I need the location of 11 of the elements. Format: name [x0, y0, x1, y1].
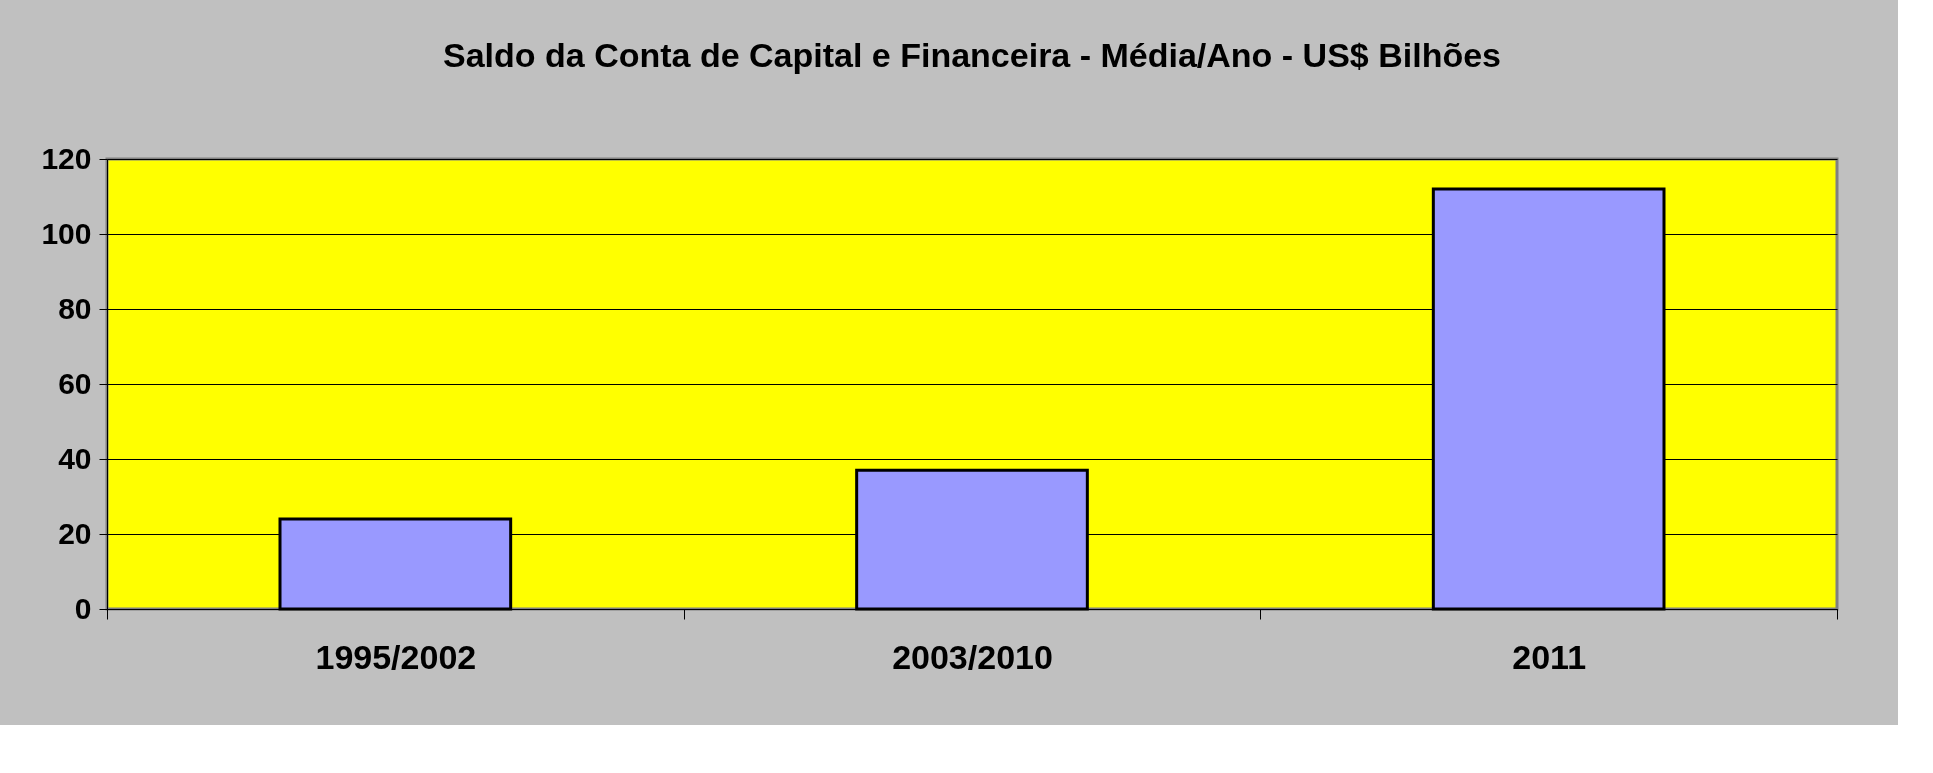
y-tick-label: 100 — [41, 216, 92, 250]
y-tick-label: 80 — [58, 291, 92, 325]
x-tick-label: 2011 — [1512, 637, 1587, 676]
x-tick-label: 1995/2002 — [315, 637, 477, 676]
y-tick-label: 0 — [74, 591, 92, 625]
x-tick-label: 2003/2010 — [892, 637, 1053, 676]
chart-title: Saldo da Conta de Capital e Financeira - Média/Ano - US$ Bilhões — [443, 36, 1501, 74]
y-tick-label: 120 — [41, 141, 92, 175]
y-tick-label: 60 — [58, 366, 92, 400]
y-tick-label: 40 — [58, 441, 92, 475]
y-tick-label: 20 — [58, 516, 92, 550]
